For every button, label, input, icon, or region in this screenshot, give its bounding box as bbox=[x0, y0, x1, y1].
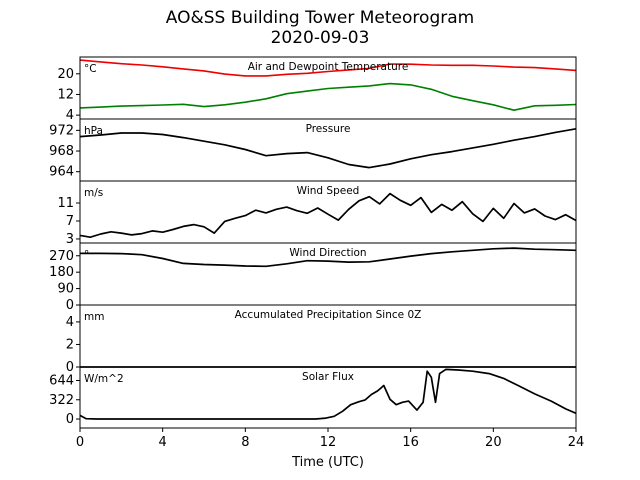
y-tick-label-1-968: 968 bbox=[49, 144, 74, 159]
figure-title: AO&SS Building Tower Meteorogram bbox=[165, 8, 475, 28]
y-tick-label-3-270: 270 bbox=[49, 249, 74, 264]
series-line-5-0 bbox=[79, 368, 577, 420]
panel-2: 3 7 11 Wind Speed m/s bbox=[57, 180, 577, 247]
series-line-0-1 bbox=[79, 82, 577, 111]
panel-unit-0: °C bbox=[84, 63, 97, 75]
series-line-2-0 bbox=[79, 192, 577, 239]
x-axis-label: Time (UTC) bbox=[291, 455, 364, 470]
y-tick-label-1-964: 964 bbox=[49, 165, 74, 180]
y-tick-label-5-644: 644 bbox=[49, 374, 74, 389]
panel-4: 0 2 4 Accumulated Precipitation Since 0Z mm bbox=[66, 304, 577, 375]
panel-title-3: Wind Direction bbox=[289, 247, 366, 259]
panel-unit-4: mm bbox=[84, 311, 104, 323]
x-tick-label-0: 0 bbox=[76, 435, 84, 450]
panel-unit-5: W/m^2 bbox=[84, 373, 124, 385]
series-line-1-0 bbox=[79, 127, 577, 169]
x-tick-label-20: 20 bbox=[485, 435, 502, 450]
y-tick-label-5-0: 0 bbox=[66, 412, 74, 427]
y-tick-label-5-322: 322 bbox=[49, 393, 74, 408]
x-tick-label-4: 4 bbox=[159, 435, 167, 450]
series-line-3-0 bbox=[80, 247, 577, 268]
panel-1: 964 968 972 Pressure hPa bbox=[49, 118, 577, 182]
panel-unit-1: hPa bbox=[84, 125, 103, 137]
panel-title-2: Wind Speed bbox=[297, 185, 360, 197]
y-tick-label-0-4: 4 bbox=[66, 108, 74, 123]
x-tick-label-12: 12 bbox=[320, 435, 337, 450]
panel-5: 0 322 644 Solar Flux W/m^2 bbox=[49, 366, 577, 429]
panel-0: 4 12 20 Air and Dewpoint Temperature °C bbox=[57, 56, 577, 123]
panel-title-0: Air and Dewpoint Temperature bbox=[248, 61, 409, 73]
y-tick-label-3-90: 90 bbox=[57, 282, 74, 297]
figure-subtitle: 2020-09-03 bbox=[270, 28, 370, 48]
panel-title-1: Pressure bbox=[306, 123, 351, 135]
x-tick-label-24: 24 bbox=[568, 435, 585, 450]
y-tick-label-2-11: 11 bbox=[57, 196, 74, 211]
y-tick-label-0-20: 20 bbox=[57, 67, 74, 82]
y-tick-label-4-4: 4 bbox=[66, 315, 74, 330]
series-line-0-0 bbox=[79, 59, 577, 77]
y-tick-label-3-0: 0 bbox=[66, 298, 74, 313]
x-tick-label-16: 16 bbox=[402, 435, 419, 450]
y-tick-label-1-972: 972 bbox=[49, 123, 74, 138]
y-tick-label-2-3: 3 bbox=[66, 232, 74, 247]
y-tick-label-3-180: 180 bbox=[49, 265, 74, 280]
panel-title-4: Accumulated Precipitation Since 0Z bbox=[235, 309, 422, 321]
x-tick-label-8: 8 bbox=[241, 435, 249, 450]
panel-unit-2: m/s bbox=[84, 187, 103, 199]
y-tick-label-0-12: 12 bbox=[57, 87, 74, 102]
panel-title-5: Solar Flux bbox=[302, 371, 354, 383]
panel-unit-3: ° bbox=[84, 249, 89, 261]
y-tick-label-4-0: 0 bbox=[66, 360, 74, 375]
y-tick-label-2-7: 7 bbox=[66, 214, 74, 229]
y-tick-label-4-2: 2 bbox=[66, 337, 74, 352]
